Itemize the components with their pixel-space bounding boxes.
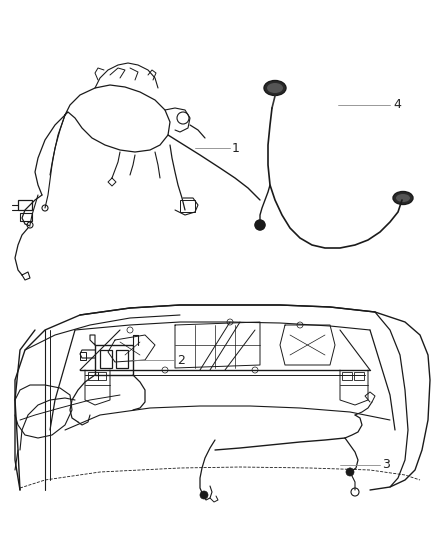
Circle shape	[255, 220, 265, 230]
Ellipse shape	[267, 83, 283, 93]
Bar	[180, 200, 195, 212]
Text: 3: 3	[382, 458, 390, 472]
Bar	[18, 200, 32, 210]
Text: 2: 2	[177, 353, 185, 367]
Bar	[354, 372, 364, 380]
Bar	[95, 345, 133, 375]
Bar	[88, 372, 98, 380]
Bar	[100, 350, 112, 368]
Ellipse shape	[393, 191, 413, 205]
Text: 1: 1	[232, 141, 240, 155]
Bar	[342, 372, 352, 380]
Circle shape	[346, 468, 354, 476]
Bar	[80, 352, 86, 360]
Bar	[98, 372, 106, 380]
Circle shape	[200, 491, 208, 499]
Text: 4: 4	[393, 99, 401, 111]
Bar	[20, 213, 32, 221]
Ellipse shape	[396, 194, 410, 202]
Bar	[116, 350, 128, 368]
Ellipse shape	[264, 80, 286, 95]
